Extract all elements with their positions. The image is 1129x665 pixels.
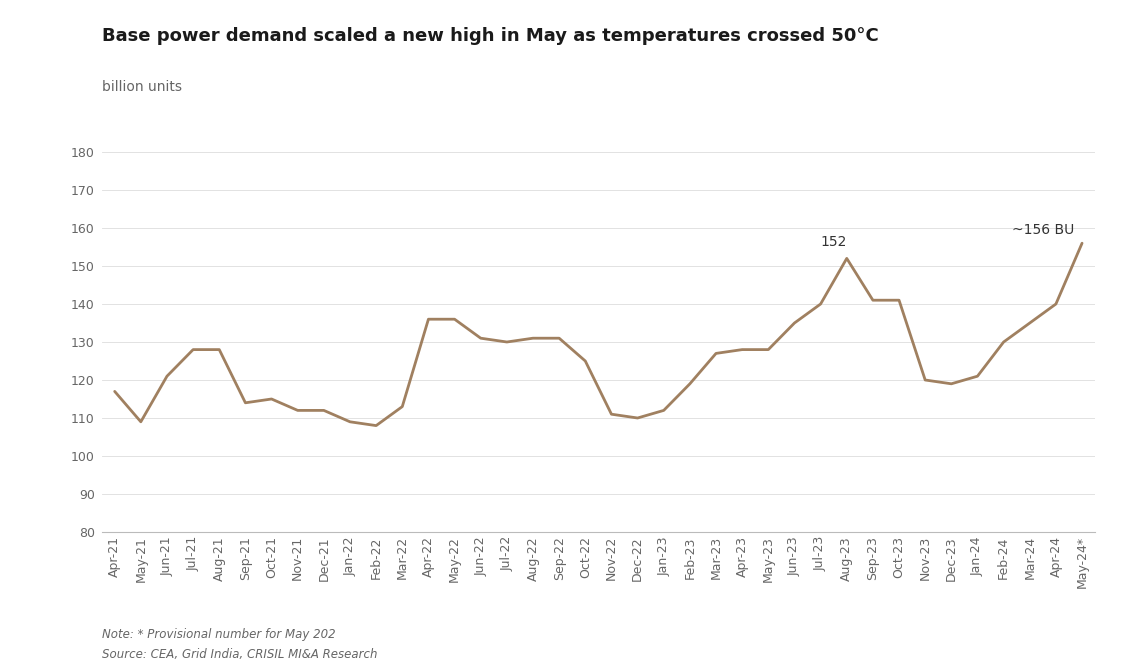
Text: Note: * Provisional number for May 202: Note: * Provisional number for May 202	[102, 628, 335, 642]
Text: ~156 BU: ~156 BU	[1012, 223, 1074, 237]
Text: Base power demand scaled a new high in May as temperatures crossed 50°C: Base power demand scaled a new high in M…	[102, 27, 878, 45]
Text: 152: 152	[821, 235, 847, 249]
Text: billion units: billion units	[102, 80, 182, 94]
Text: Source: CEA, Grid India, CRISIL MI&A Research: Source: CEA, Grid India, CRISIL MI&A Res…	[102, 648, 377, 662]
